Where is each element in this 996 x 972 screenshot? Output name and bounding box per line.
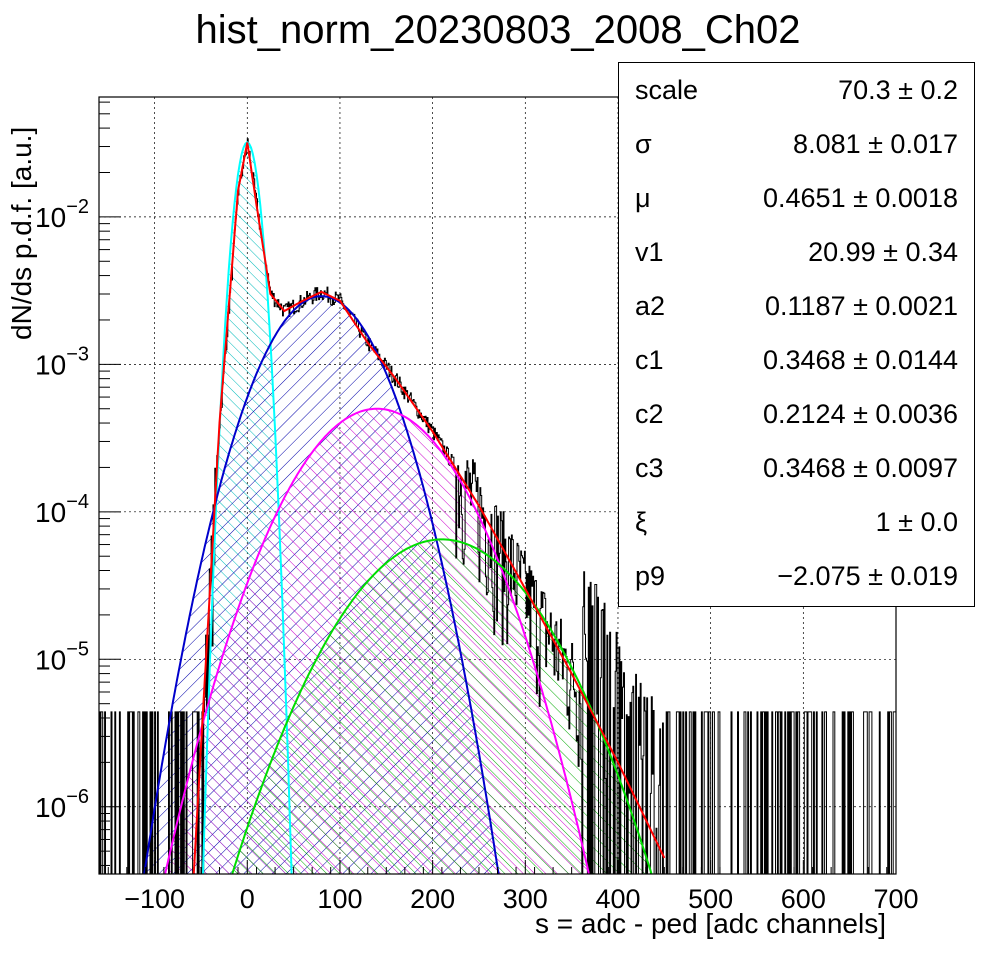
stat-value: 0.4651 ± 0.0018: [763, 183, 958, 213]
stat-row: a2 0.1187 ± 0.0021: [619, 279, 974, 333]
x-tick-label: 600: [781, 884, 826, 914]
x-tick-label: 400: [595, 884, 640, 914]
stat-name: c2: [635, 399, 664, 429]
x-tick-label: 300: [503, 884, 548, 914]
stat-value: 0.1187 ± 0.0021: [765, 291, 958, 321]
y-tick-label: 10−2: [35, 196, 89, 233]
y-axis-label: dN/ds p.d.f. [a.u.]: [6, 126, 37, 340]
stat-row: scale 70.3 ± 0.2: [619, 63, 974, 117]
stat-value: 0.3468 ± 0.0097: [763, 453, 958, 483]
stat-value: 8.081 ± 0.017: [793, 129, 958, 159]
x-tick-label: −100: [124, 884, 185, 914]
stat-name: ξ: [635, 507, 648, 537]
stat-name: scale: [635, 75, 699, 105]
x-tick-label: 0: [240, 884, 255, 914]
x-axis-label: s = adc - ped [adc channels]: [535, 908, 886, 939]
stat-name: μ: [635, 183, 651, 213]
stat-row: c2 0.2124 ± 0.0036: [619, 387, 974, 441]
stat-row: μ 0.4651 ± 0.0018: [619, 171, 974, 225]
y-tick-label: 10−4: [35, 491, 89, 528]
stat-row: p9 −2.075 ± 0.019: [619, 549, 974, 603]
fit-stats-box: scale 70.3 ± 0.2 σ 8.081 ± 0.017 μ 0.4651 ± 0…: [618, 62, 975, 607]
stat-name: p9: [635, 561, 666, 591]
stat-row: c1 0.3468 ± 0.0144: [619, 333, 974, 387]
stat-value: 0.3468 ± 0.0144: [763, 345, 958, 375]
y-tick-label: 10−5: [35, 638, 89, 675]
x-tick-label: 100: [317, 884, 362, 914]
stat-name: c1: [635, 345, 664, 375]
stat-value: 1 ± 0.0: [875, 507, 958, 537]
component-curve-3: [231, 538, 653, 874]
stat-row: v1 20.99 ± 0.34: [619, 225, 974, 279]
total-fit-curve: [192, 142, 666, 874]
y-tick-label: 10−6: [35, 786, 89, 823]
x-tick-label: 700: [873, 884, 918, 914]
x-tick-label: 200: [410, 884, 455, 914]
stat-value: 70.3 ± 0.2: [838, 75, 958, 105]
stat-name: v1: [635, 237, 664, 267]
stat-value: 0.2124 ± 0.0036: [763, 399, 958, 429]
stat-row: c3 0.3468 ± 0.0097: [619, 441, 974, 495]
stat-value: −2.075 ± 0.019: [777, 561, 958, 591]
y-tick-label: 10−3: [35, 343, 89, 380]
component-curve-2: [164, 407, 590, 874]
stat-name: a2: [635, 291, 666, 321]
stat-row: ξ 1 ± 0.0: [619, 495, 974, 549]
x-tick-label: 500: [688, 884, 733, 914]
component-fill-3: [219, 539, 665, 874]
stat-name: c3: [635, 453, 664, 483]
stat-name: σ: [635, 129, 652, 159]
chart-title: hist_norm_20230803_2008_Ch02: [195, 8, 801, 52]
stat-value: 20.99 ± 0.34: [808, 237, 958, 267]
component-curve-1: [143, 295, 500, 874]
stat-row: σ 8.081 ± 0.017: [619, 117, 974, 171]
